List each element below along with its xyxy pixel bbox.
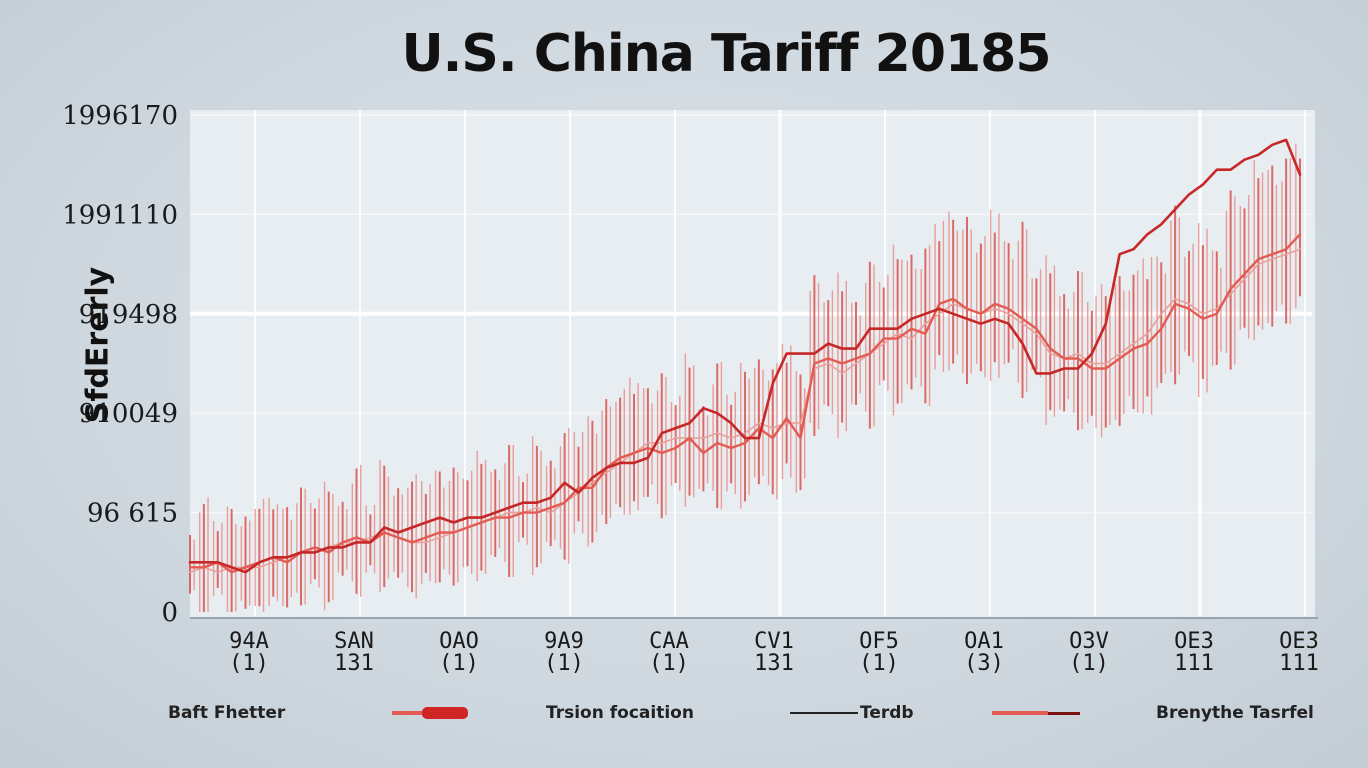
- x-tick-label: 111: [1174, 651, 1214, 676]
- legend-label: Trsion focaition: [546, 703, 694, 723]
- y-tick-label: 1996170: [62, 101, 178, 131]
- legend-item-terdb: Terdb: [790, 698, 914, 728]
- series-line: [188, 138, 1302, 574]
- x-tick-label: (1): [649, 651, 689, 676]
- y-tick-labels: 1996170 1991110 919498 910049 96 615 0: [62, 101, 178, 628]
- legend-item-brenythe-tasrfel: Brenythe Tasrfel: [1156, 698, 1314, 728]
- legend-swatch-line: [392, 711, 422, 715]
- x-tick-label: 94A: [229, 629, 269, 654]
- y-tick-label: 919498: [79, 300, 178, 330]
- legend-item-trsion-focaition: Trsion focaition: [546, 698, 694, 728]
- legend-swatch-line: [790, 712, 858, 714]
- legend-label: Terdb: [860, 703, 914, 723]
- legend: Baft Fhetter Trsion focaition Terdb Bren…: [0, 698, 1368, 730]
- x-tick-label: CV1: [754, 629, 794, 654]
- legend-swatch-bar: [422, 707, 468, 719]
- legend-item-baft-fhetter: Baft Fhetter: [168, 698, 285, 728]
- x-tick-labels: 94A(1)SAN131OAO(1)9A9(1)CAA(1)CV1131OF5(…: [229, 629, 1319, 676]
- legend-swatch-line: [1048, 711, 1080, 715]
- x-tick-label: (1): [1069, 651, 1109, 676]
- x-tick-label: 131: [334, 651, 374, 676]
- legend-label: Brenythe Tasrfel: [1156, 703, 1314, 723]
- x-tick-label: (1): [544, 651, 584, 676]
- x-tick-label: 131: [754, 651, 794, 676]
- x-tick-label: (1): [229, 651, 269, 676]
- y-tick-label: 910049: [79, 399, 178, 429]
- legend-swatch-thick: [392, 698, 468, 728]
- series: [188, 138, 1302, 574]
- whiskers: [189, 143, 1301, 612]
- x-tick-label: 9A9: [544, 629, 584, 654]
- chart-title: U.S. China Tariff 20185: [401, 24, 1051, 84]
- legend-label: Baft Fhetter: [168, 703, 286, 723]
- legend-swatch-mixed: [992, 698, 1080, 728]
- x-tick-label: OAO: [439, 629, 479, 654]
- legend-swatch-line: [992, 711, 1048, 715]
- y-tick-label: 1991110: [62, 200, 178, 230]
- x-tick-label: (1): [859, 651, 899, 676]
- grid: [190, 110, 1312, 616]
- x-tick-label: 111: [1279, 651, 1319, 676]
- x-tick-label: CAA: [649, 629, 689, 654]
- x-tick-label: O3V: [1069, 629, 1109, 654]
- y-tick-label: 0: [161, 598, 178, 628]
- y-tick-label: 96 615: [87, 499, 178, 529]
- x-tick-label: OE3: [1174, 629, 1214, 654]
- x-tick-label: (1): [439, 651, 479, 676]
- x-tick-label: OA1: [964, 629, 1004, 654]
- x-tick-label: SAN: [334, 629, 374, 654]
- x-tick-label: OF5: [859, 629, 899, 654]
- x-tick-label: (3): [964, 651, 1004, 676]
- x-tick-label: OE3: [1279, 629, 1319, 654]
